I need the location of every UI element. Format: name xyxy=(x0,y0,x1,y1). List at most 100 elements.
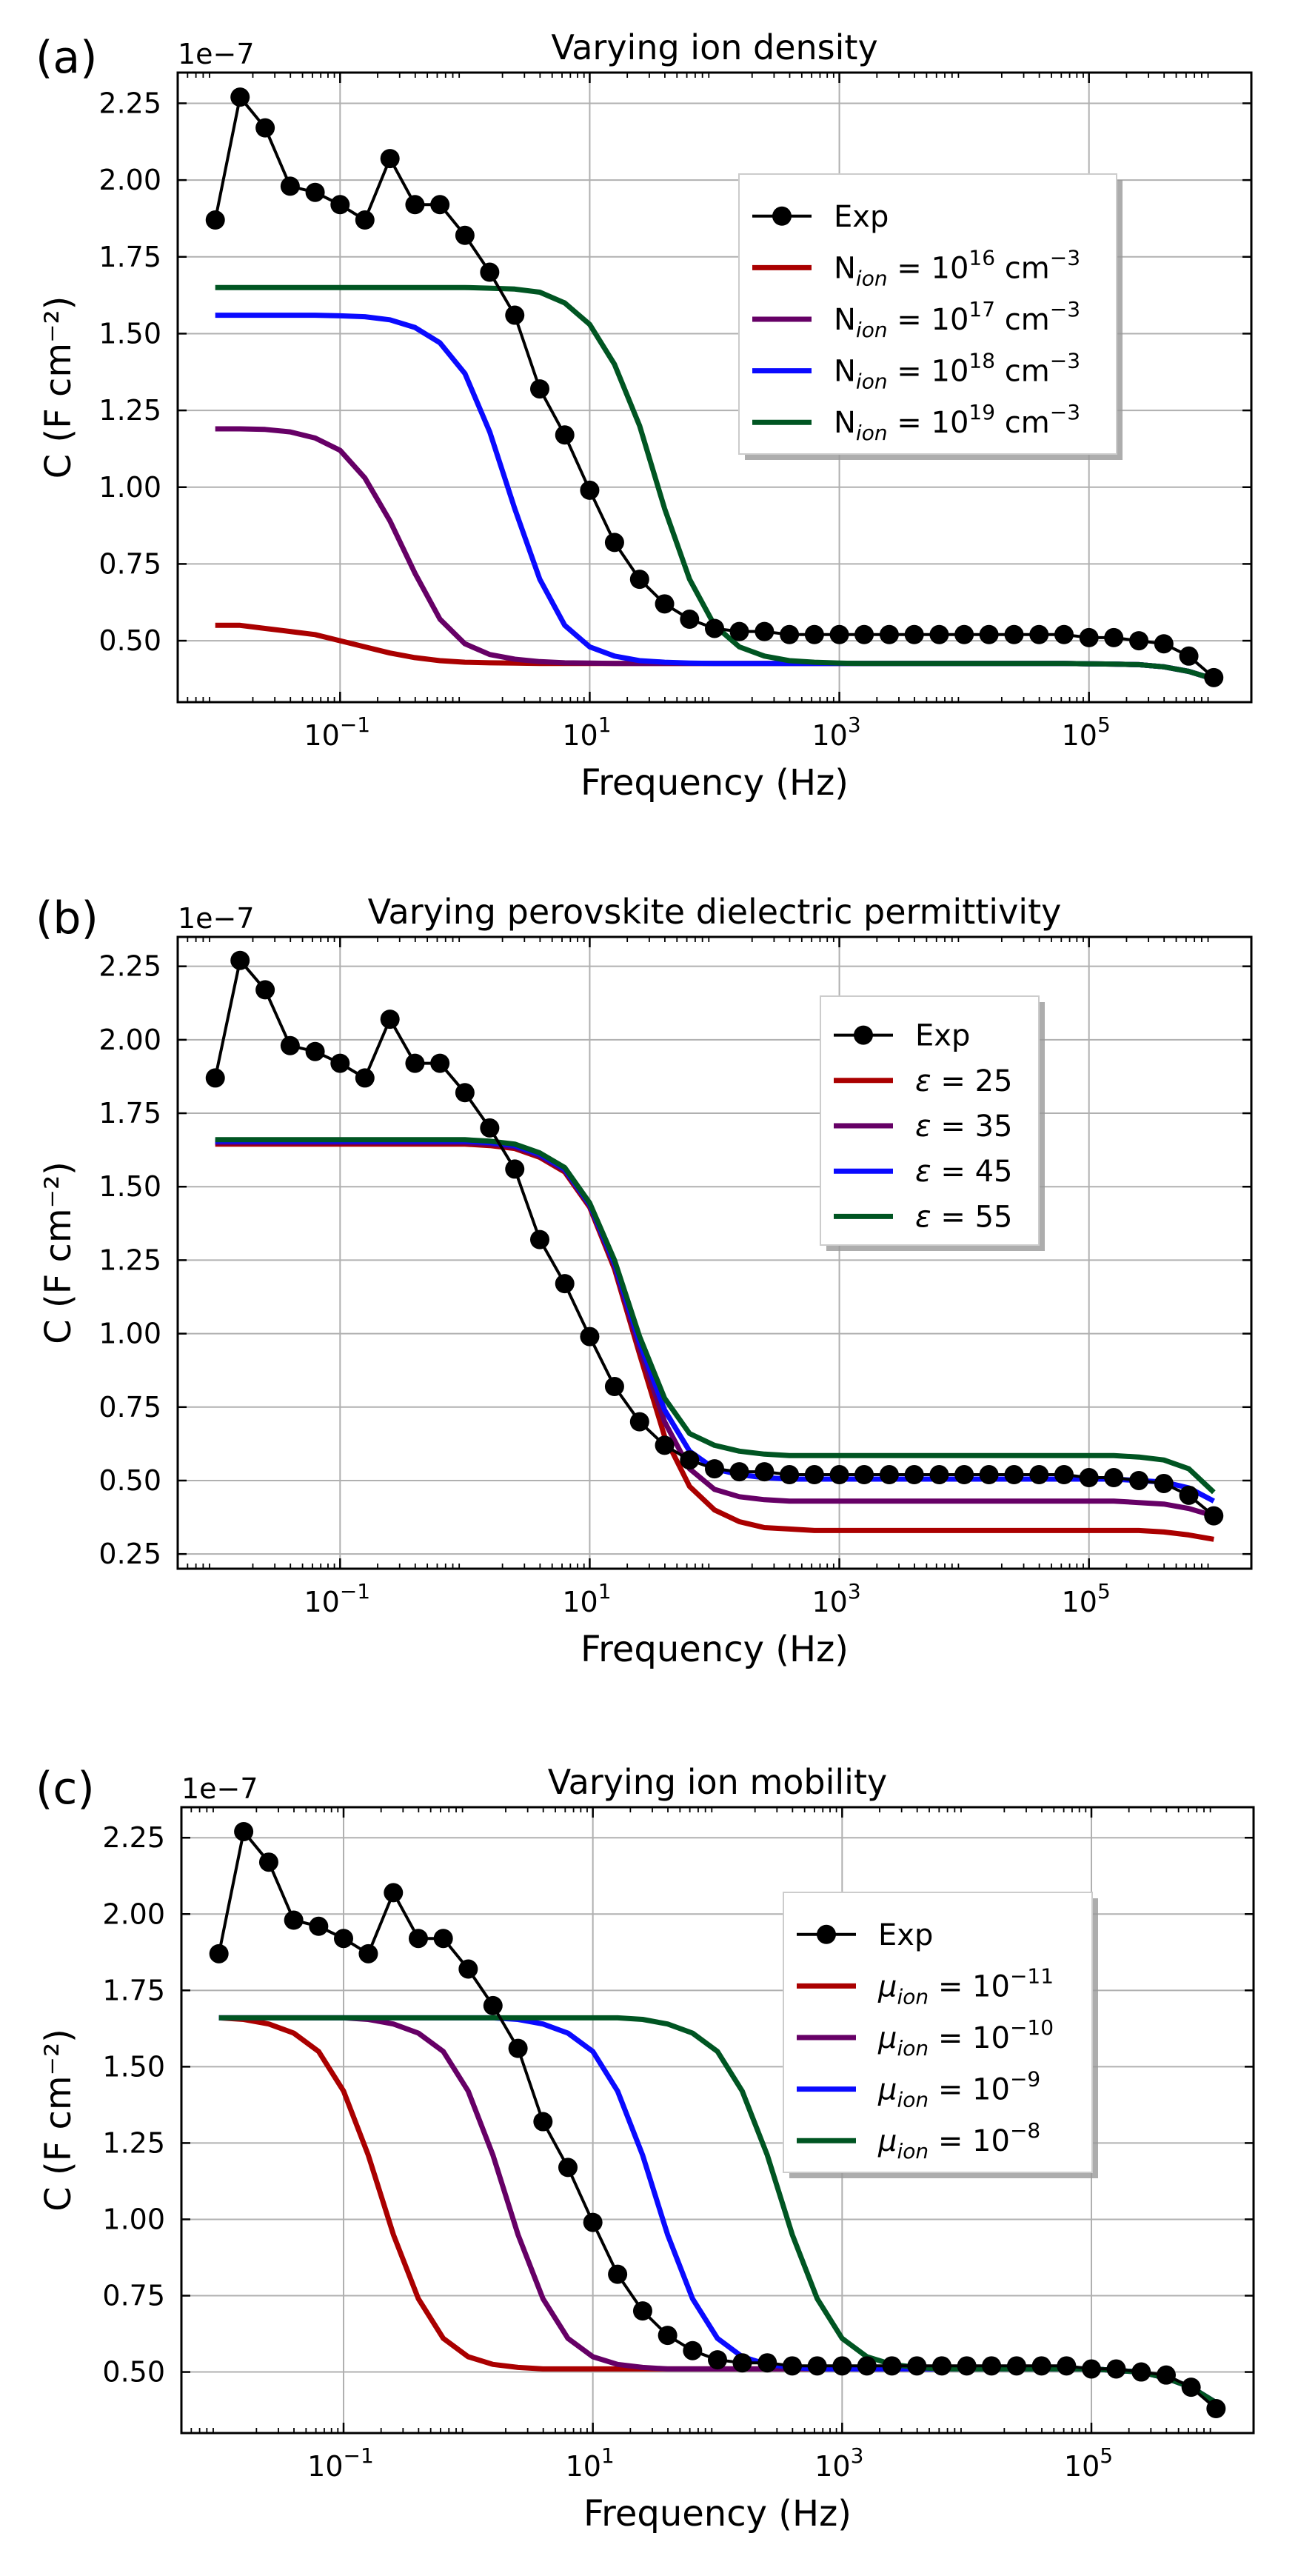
series-0 xyxy=(205,87,1224,687)
data-point xyxy=(555,1274,575,1294)
legend-label: Exp xyxy=(834,200,889,234)
data-point xyxy=(583,2212,603,2232)
y-tick-label: 0.75 xyxy=(102,2280,165,2312)
data-point xyxy=(780,1465,800,1485)
legend-label: μion = 10−11 xyxy=(877,1963,1054,2009)
y-tick-label: 0.75 xyxy=(98,1391,161,1424)
data-point xyxy=(807,2356,827,2376)
data-point xyxy=(632,2301,652,2321)
data-point xyxy=(255,980,275,1000)
data-point xyxy=(1181,2378,1201,2398)
data-point xyxy=(680,1450,700,1470)
chart-panel-2: (b) Varying perovskite dielectric permitt… xyxy=(36,892,1253,1670)
data-point xyxy=(1031,2356,1051,2376)
y-tick-label: 1.75 xyxy=(98,241,161,273)
data-point xyxy=(780,624,800,644)
data-point xyxy=(483,1995,503,2015)
legend-entry: ε = 55 xyxy=(834,1200,1012,1234)
data-point xyxy=(1081,2359,1101,2379)
data-point xyxy=(480,1118,500,1138)
data-point xyxy=(255,118,275,138)
data-point xyxy=(1004,624,1024,644)
series-4 xyxy=(215,1137,1216,1495)
data-point xyxy=(458,1959,478,1979)
data-point xyxy=(209,1943,229,1963)
legend-box xyxy=(783,1892,1093,2173)
data-point xyxy=(330,1053,350,1073)
data-point xyxy=(907,2356,927,2376)
legend-marker xyxy=(772,206,792,226)
y-tick-label: 2.00 xyxy=(98,164,161,196)
axes-frame xyxy=(180,1806,1255,2435)
legend-entry: Nion = 1016 cm−3 xyxy=(752,245,1080,290)
x-axis-label: Frequency (Hz) xyxy=(583,2493,852,2535)
data-point xyxy=(879,1465,899,1485)
data-point xyxy=(804,624,824,644)
x-tick-label: 103 xyxy=(812,713,860,752)
data-point xyxy=(480,262,500,282)
data-point xyxy=(358,1943,378,1963)
data-point xyxy=(433,1929,453,1949)
data-point xyxy=(555,425,575,445)
data-point xyxy=(757,2353,777,2373)
data-point xyxy=(680,610,700,630)
plot-area xyxy=(205,950,1224,1542)
data-point xyxy=(533,2112,553,2132)
y-tick-label: 1.25 xyxy=(98,1244,161,1276)
data-point xyxy=(932,2356,952,2376)
legend-label: Exp xyxy=(878,1918,933,1952)
y-tick-label: 1.75 xyxy=(98,1097,161,1129)
data-point xyxy=(929,624,949,644)
data-point xyxy=(1204,667,1224,687)
axes-frame xyxy=(176,935,1253,1570)
data-point xyxy=(957,2356,977,2376)
legend-label: Nion = 1016 cm−3 xyxy=(834,245,1080,290)
y-tick-label: 1.00 xyxy=(98,471,161,504)
legend-entry: μion = 10−9 xyxy=(797,2067,1040,2112)
data-point xyxy=(355,210,375,230)
x-tick-label: 105 xyxy=(1062,1579,1111,1618)
data-point xyxy=(505,1159,525,1179)
legend-label: ε = 55 xyxy=(915,1200,1012,1234)
y-tick-label: 0.25 xyxy=(98,1538,161,1570)
data-point xyxy=(1131,2362,1151,2382)
chart-panel-3: (c) Varying ion mobility 1e−7 0.50 0.75 1.00 1… xyxy=(36,1762,1255,2535)
data-point xyxy=(1154,634,1174,654)
data-point xyxy=(430,195,450,215)
data-point xyxy=(929,1465,949,1485)
data-point xyxy=(230,950,250,970)
legend-entry: μion = 10−11 xyxy=(797,1963,1054,2009)
data-point xyxy=(230,87,250,107)
data-point xyxy=(705,1459,724,1479)
data-point xyxy=(1054,624,1074,644)
data-point xyxy=(380,1010,400,1030)
data-point xyxy=(832,2356,852,2376)
legend: Exp μion = 10−11 μion = 10−10 μion = 10−9 μi… xyxy=(783,1892,1098,2178)
data-point xyxy=(729,621,749,641)
x-tick-label: 10−1 xyxy=(307,2443,374,2483)
data-point xyxy=(829,624,849,644)
data-point xyxy=(1079,627,1099,647)
x-tick-label: 103 xyxy=(812,1579,860,1618)
x-tick-label: 105 xyxy=(1064,2443,1113,2483)
data-point xyxy=(1206,2399,1226,2419)
x-tick-label: 101 xyxy=(562,1579,611,1618)
series-0 xyxy=(205,950,1224,1526)
panel-label: (b) xyxy=(36,892,98,944)
y-tick-label: 1.50 xyxy=(98,1170,161,1203)
chart-title: Varying perovskite dielectric permittivi… xyxy=(368,892,1062,932)
data-point xyxy=(854,624,874,644)
data-point xyxy=(305,1041,325,1061)
data-point xyxy=(604,533,624,553)
legend-entry: Nion = 1018 cm−3 xyxy=(752,349,1080,394)
x-tick-label: 105 xyxy=(1062,713,1111,752)
legend-marker xyxy=(854,1025,873,1045)
y-axis-multiplier: 1e−7 xyxy=(178,38,255,70)
data-point xyxy=(655,1435,675,1455)
data-point xyxy=(705,618,724,638)
data-point xyxy=(380,149,400,169)
data-point xyxy=(1079,1468,1099,1488)
legend-entry: Exp xyxy=(834,1019,970,1053)
data-point xyxy=(1156,2365,1176,2385)
